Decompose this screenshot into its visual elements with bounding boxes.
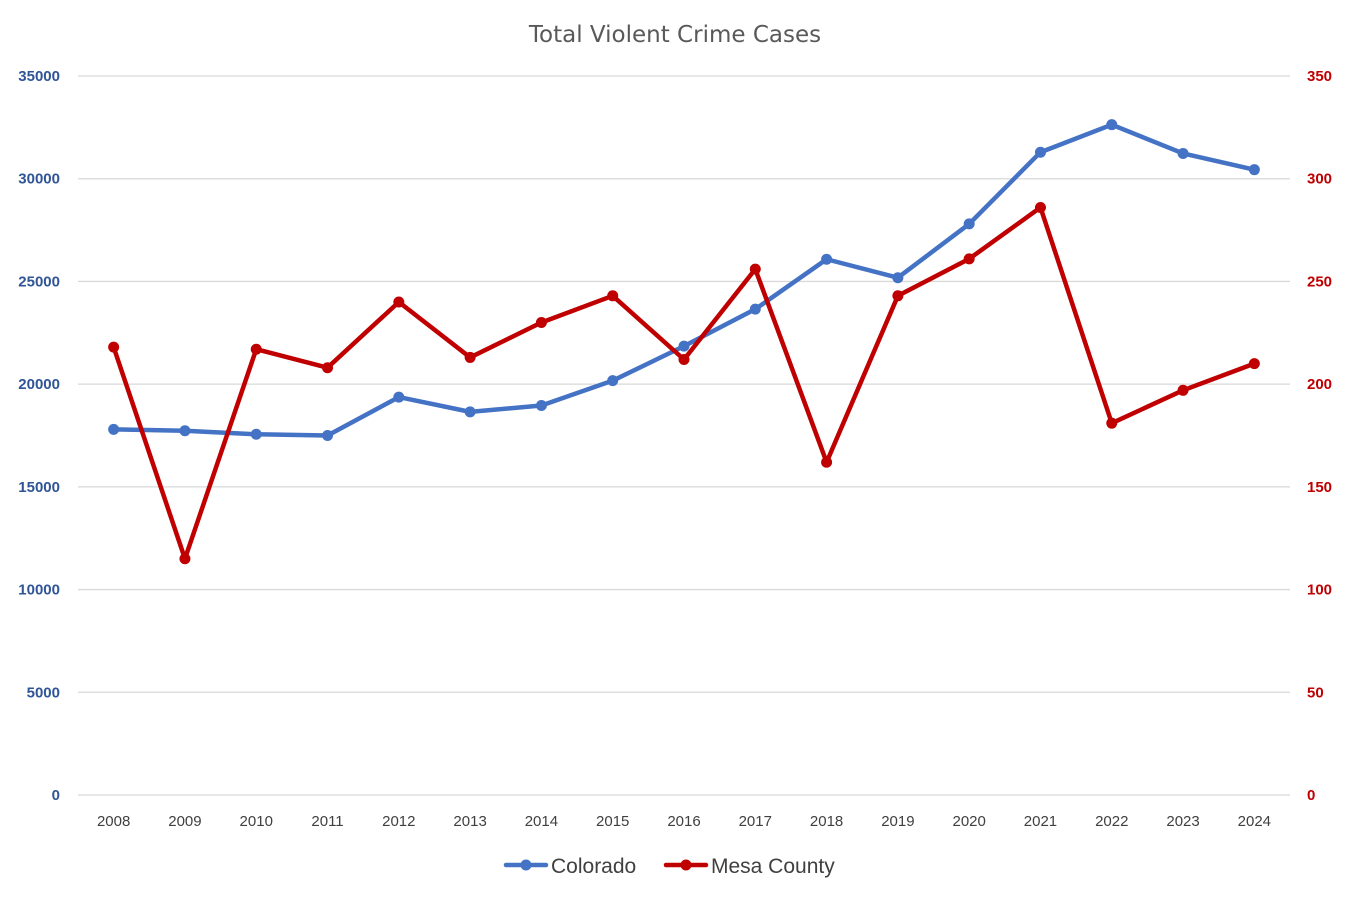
data-point-colorado <box>607 375 619 387</box>
x-axis-tick-label: 2020 <box>952 813 985 830</box>
right-axis-tick-label: 50 <box>1307 684 1324 701</box>
x-axis-ticks: 2008 2009 2010 2011 2012 2013 2014 2015 2016 2017… <box>97 813 1271 830</box>
x-axis-tick-label: 2014 <box>525 813 558 830</box>
data-point-mesa-county <box>749 263 761 275</box>
legend: Colorado Mesa County <box>503 855 835 878</box>
data-point-mesa-county <box>250 343 262 355</box>
x-axis-tick-label: 2015 <box>596 813 629 830</box>
x-axis-tick-label: 2013 <box>453 813 486 830</box>
series <box>108 119 1260 565</box>
left-axis-tick-label: 5000 <box>27 684 60 701</box>
data-point-mesa-county <box>1177 384 1189 396</box>
right-axis-tick-label: 100 <box>1307 582 1332 599</box>
series-line-colorado <box>111 122 1257 438</box>
left-axis-tick-label: 20000 <box>18 376 60 393</box>
data-point-colorado <box>250 428 262 440</box>
right-axis-tick-label: 0 <box>1307 787 1315 804</box>
series-line-mesa-county <box>111 205 1257 562</box>
x-axis-tick-label: 2024 <box>1238 813 1271 830</box>
data-point-mesa-county <box>322 362 334 374</box>
left-axis-tick-label: 0 <box>52 787 60 804</box>
x-axis-tick-label: 2008 <box>97 813 130 830</box>
data-point-mesa-county <box>892 290 904 302</box>
left-axis-ticks: 0 5000 10000 15000 20000 25000 30000 35000 <box>18 68 60 804</box>
legend-label-mesa-county: Mesa County <box>711 855 835 878</box>
x-axis-tick-label: 2010 <box>240 813 273 830</box>
chart-title: Total Violent Crime Cases <box>528 22 821 48</box>
legend-marker-colorado <box>520 859 532 871</box>
data-point-mesa-county <box>1034 201 1046 213</box>
data-point-colorado <box>535 400 547 412</box>
data-point-colorado <box>821 253 833 265</box>
x-axis-tick-label: 2018 <box>810 813 843 830</box>
right-axis-tick-label: 250 <box>1307 273 1332 290</box>
x-axis-tick-label: 2022 <box>1095 813 1128 830</box>
x-axis-tick-label: 2017 <box>739 813 772 830</box>
data-point-colorado <box>678 340 690 352</box>
left-axis-tick-label: 35000 <box>18 68 60 85</box>
data-point-colorado <box>393 391 405 403</box>
data-point-mesa-county <box>607 290 619 302</box>
data-point-colorado <box>749 303 761 315</box>
right-axis-ticks: 0 50 100 150 200 250 300 350 <box>1307 68 1332 804</box>
data-point-colorado <box>1034 146 1046 158</box>
data-point-mesa-county <box>963 253 975 265</box>
data-point-colorado <box>892 272 904 284</box>
x-axis-tick-label: 2016 <box>667 813 700 830</box>
data-point-mesa-county <box>1106 417 1118 429</box>
x-axis-tick-label: 2012 <box>382 813 415 830</box>
data-point-colorado <box>179 425 191 437</box>
data-point-colorado <box>963 218 975 230</box>
data-point-mesa-county <box>393 296 405 308</box>
left-axis-tick-label: 30000 <box>18 171 60 188</box>
left-axis-tick-label: 10000 <box>18 582 60 599</box>
legend-marker-mesa-county <box>680 859 692 871</box>
data-point-mesa-county <box>1248 358 1260 370</box>
gridlines <box>78 75 1290 796</box>
data-point-colorado <box>108 423 120 435</box>
x-axis-tick-label: 2011 <box>311 813 343 830</box>
right-axis-tick-label: 200 <box>1307 376 1332 393</box>
left-axis-tick-label: 25000 <box>18 273 60 290</box>
data-point-colorado <box>322 430 334 441</box>
data-point-colorado <box>464 406 476 418</box>
data-point-mesa-county <box>179 553 191 565</box>
data-point-colorado <box>1248 164 1260 176</box>
left-axis-tick-label: 15000 <box>18 479 60 496</box>
data-point-colorado <box>1106 119 1118 131</box>
data-point-mesa-county <box>535 317 547 329</box>
x-axis-tick-label: 2019 <box>881 813 914 830</box>
right-axis-tick-label: 300 <box>1307 171 1332 188</box>
x-axis-tick-label: 2023 <box>1166 813 1199 830</box>
legend-label-colorado: Colorado <box>551 855 636 878</box>
x-axis-tick-label: 2009 <box>168 813 201 830</box>
data-point-colorado <box>1177 147 1189 159</box>
data-point-mesa-county <box>678 353 690 365</box>
right-axis-tick-label: 150 <box>1307 479 1332 496</box>
data-point-mesa-county <box>821 456 833 468</box>
right-axis-tick-label: 350 <box>1307 68 1332 85</box>
data-point-mesa-county <box>464 351 476 363</box>
data-point-mesa-county <box>108 341 120 353</box>
x-axis-tick-label: 2021 <box>1024 813 1057 830</box>
